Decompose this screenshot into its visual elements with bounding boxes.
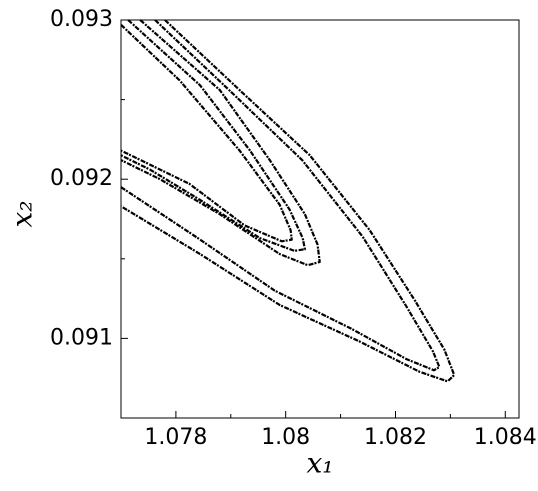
x-tick-label: 1.078 bbox=[144, 425, 207, 450]
y-tick-label: 0.093 bbox=[50, 7, 113, 32]
attractor-curve bbox=[120, 19, 306, 252]
y-tick-label: 0.092 bbox=[50, 166, 113, 191]
plot-frame bbox=[120, 19, 520, 419]
y-axis-label: x₂ bbox=[6, 200, 39, 227]
attractor-curve bbox=[120, 23, 293, 243]
attractor-curve bbox=[120, 19, 441, 372]
x-axis-label: x₁ bbox=[306, 447, 333, 480]
attractor-curve bbox=[120, 19, 321, 267]
x-tick-label: 1.084 bbox=[474, 425, 537, 450]
x-tick-label: 1.08 bbox=[261, 425, 310, 450]
x-tick-label: 1.082 bbox=[364, 425, 427, 450]
y-tick-label: 0.091 bbox=[50, 325, 113, 350]
attractor-curve bbox=[120, 19, 456, 383]
